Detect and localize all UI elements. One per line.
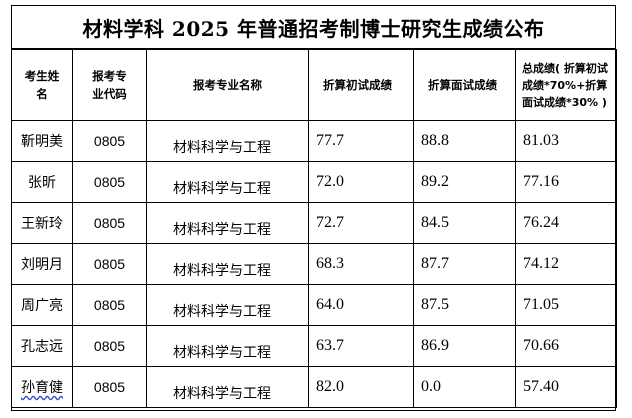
table-row: 靳明美 0805 材料科学与工程 77.7 88.8 81.03 — [11, 120, 617, 162]
major-code: 0805 — [72, 366, 147, 408]
header-code: 报考专 业代码 — [72, 49, 147, 121]
candidate-name: 靳明美 — [11, 120, 73, 162]
major-name: 材料科学与工程 — [146, 243, 309, 285]
written-score: 82.0 — [308, 366, 414, 408]
total-score: 74.12 — [515, 243, 617, 285]
total-score: 77.16 — [515, 161, 617, 203]
candidate-name: 王新玲 — [11, 202, 73, 244]
written-score: 77.7 — [308, 120, 414, 162]
total-score: 71.05 — [515, 284, 617, 326]
header-major: 报考专业名称 — [146, 49, 309, 121]
written-score: 68.3 — [308, 243, 414, 285]
interview-score: 89.2 — [413, 161, 516, 203]
interview-score: 0.0 — [413, 366, 516, 408]
score-sheet: 材料学科 2025 年普通招考制博士研究生成绩公布 考生姓名 报考专 业代码 报考… — [11, 5, 617, 411]
interview-score: 84.5 — [413, 202, 516, 244]
written-score: 72.7 — [308, 202, 414, 244]
table-row: 王新玲 0805 材料科学与工程 72.7 84.5 76.24 — [11, 202, 617, 244]
major-name: 材料科学与工程 — [146, 202, 309, 244]
candidate-name: 刘明月 — [11, 243, 73, 285]
written-score: 63.7 — [308, 325, 414, 367]
total-score: 57.40 — [515, 366, 617, 408]
major-code: 0805 — [72, 161, 147, 203]
header-total: 总成绩( 折算初试 成绩*70%+折算 面试成绩*30% ) — [515, 49, 617, 121]
total-score: 76.24 — [515, 202, 617, 244]
table-row: 周广亮 0805 材料科学与工程 64.0 87.5 71.05 — [11, 284, 617, 326]
interview-score: 87.5 — [413, 284, 516, 326]
header-row: 考生姓名 报考专 业代码 报考专业名称 折算初试成绩 折算面试成绩 总成绩( 折算… — [11, 49, 617, 121]
major-name: 材料科学与工程 — [146, 325, 309, 367]
written-score: 72.0 — [308, 161, 414, 203]
candidate-name: 张昕 — [11, 161, 73, 203]
candidate-name: 孙育健 — [11, 366, 73, 408]
major-name: 材料科学与工程 — [146, 366, 309, 408]
table-row: 孙育健 0805 材料科学与工程 82.0 0.0 57.40 — [11, 366, 617, 408]
header-written: 折算初试成绩 — [308, 49, 414, 121]
major-code: 0805 — [72, 120, 147, 162]
written-score: 64.0 — [308, 284, 414, 326]
table-row: 孔志远 0805 材料科学与工程 63.7 86.9 70.66 — [11, 325, 617, 367]
header-name: 考生姓名 — [11, 49, 73, 121]
table-row: 张昕 0805 材料科学与工程 72.0 89.2 77.16 — [11, 161, 617, 203]
major-code: 0805 — [72, 284, 147, 326]
candidate-name-text: 孙育健 — [21, 380, 63, 396]
score-table: 考生姓名 报考专 业代码 报考专业名称 折算初试成绩 折算面试成绩 总成绩( 折算… — [11, 49, 617, 408]
major-code: 0805 — [72, 243, 147, 285]
total-score: 81.03 — [515, 120, 617, 162]
table-row: 刘明月 0805 材料科学与工程 68.3 87.7 74.12 — [11, 243, 617, 285]
interview-score: 87.7 — [413, 243, 516, 285]
major-code: 0805 — [72, 202, 147, 244]
header-interview: 折算面试成绩 — [413, 49, 516, 121]
major-name: 材料科学与工程 — [146, 161, 309, 203]
candidate-name: 孔志远 — [11, 325, 73, 367]
total-score: 70.66 — [515, 325, 617, 367]
candidate-name: 周广亮 — [11, 284, 73, 326]
interview-score: 88.8 — [413, 120, 516, 162]
interview-score: 86.9 — [413, 325, 516, 367]
major-name: 材料科学与工程 — [146, 284, 309, 326]
major-code: 0805 — [72, 325, 147, 367]
major-name: 材料科学与工程 — [146, 120, 309, 162]
page-title: 材料学科 2025 年普通招考制博士研究生成绩公布 — [12, 6, 615, 49]
